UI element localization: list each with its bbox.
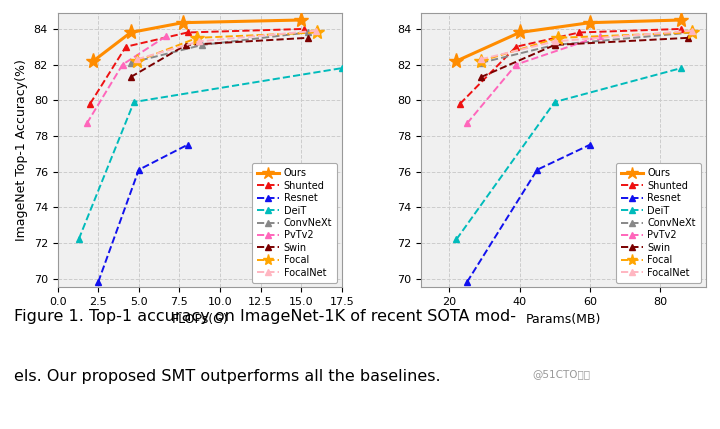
Text: @51CTO博客: @51CTO博客 — [533, 369, 591, 379]
Text: els. Our proposed SMT outperforms all the baselines.: els. Our proposed SMT outperforms all th… — [14, 369, 441, 384]
X-axis label: Params(MB): Params(MB) — [526, 313, 601, 326]
Text: Figure 1. Top-1 accuracy on ImageNet-1K of recent SOTA mod-: Figure 1. Top-1 accuracy on ImageNet-1K … — [14, 309, 516, 324]
Legend: Ours, Shunted, Resnet, DeiT, ConvNeXt, PvTv2, Swin, Focal, FocalNet: Ours, Shunted, Resnet, DeiT, ConvNeXt, P… — [253, 163, 337, 283]
Legend: Ours, Shunted, Resnet, DeiT, ConvNeXt, PvTv2, Swin, Focal, FocalNet: Ours, Shunted, Resnet, DeiT, ConvNeXt, P… — [616, 163, 701, 283]
Y-axis label: ImageNet Top-1 Accuracy(%): ImageNet Top-1 Accuracy(%) — [15, 59, 28, 241]
X-axis label: FLOPs(G): FLOPs(G) — [171, 313, 228, 326]
